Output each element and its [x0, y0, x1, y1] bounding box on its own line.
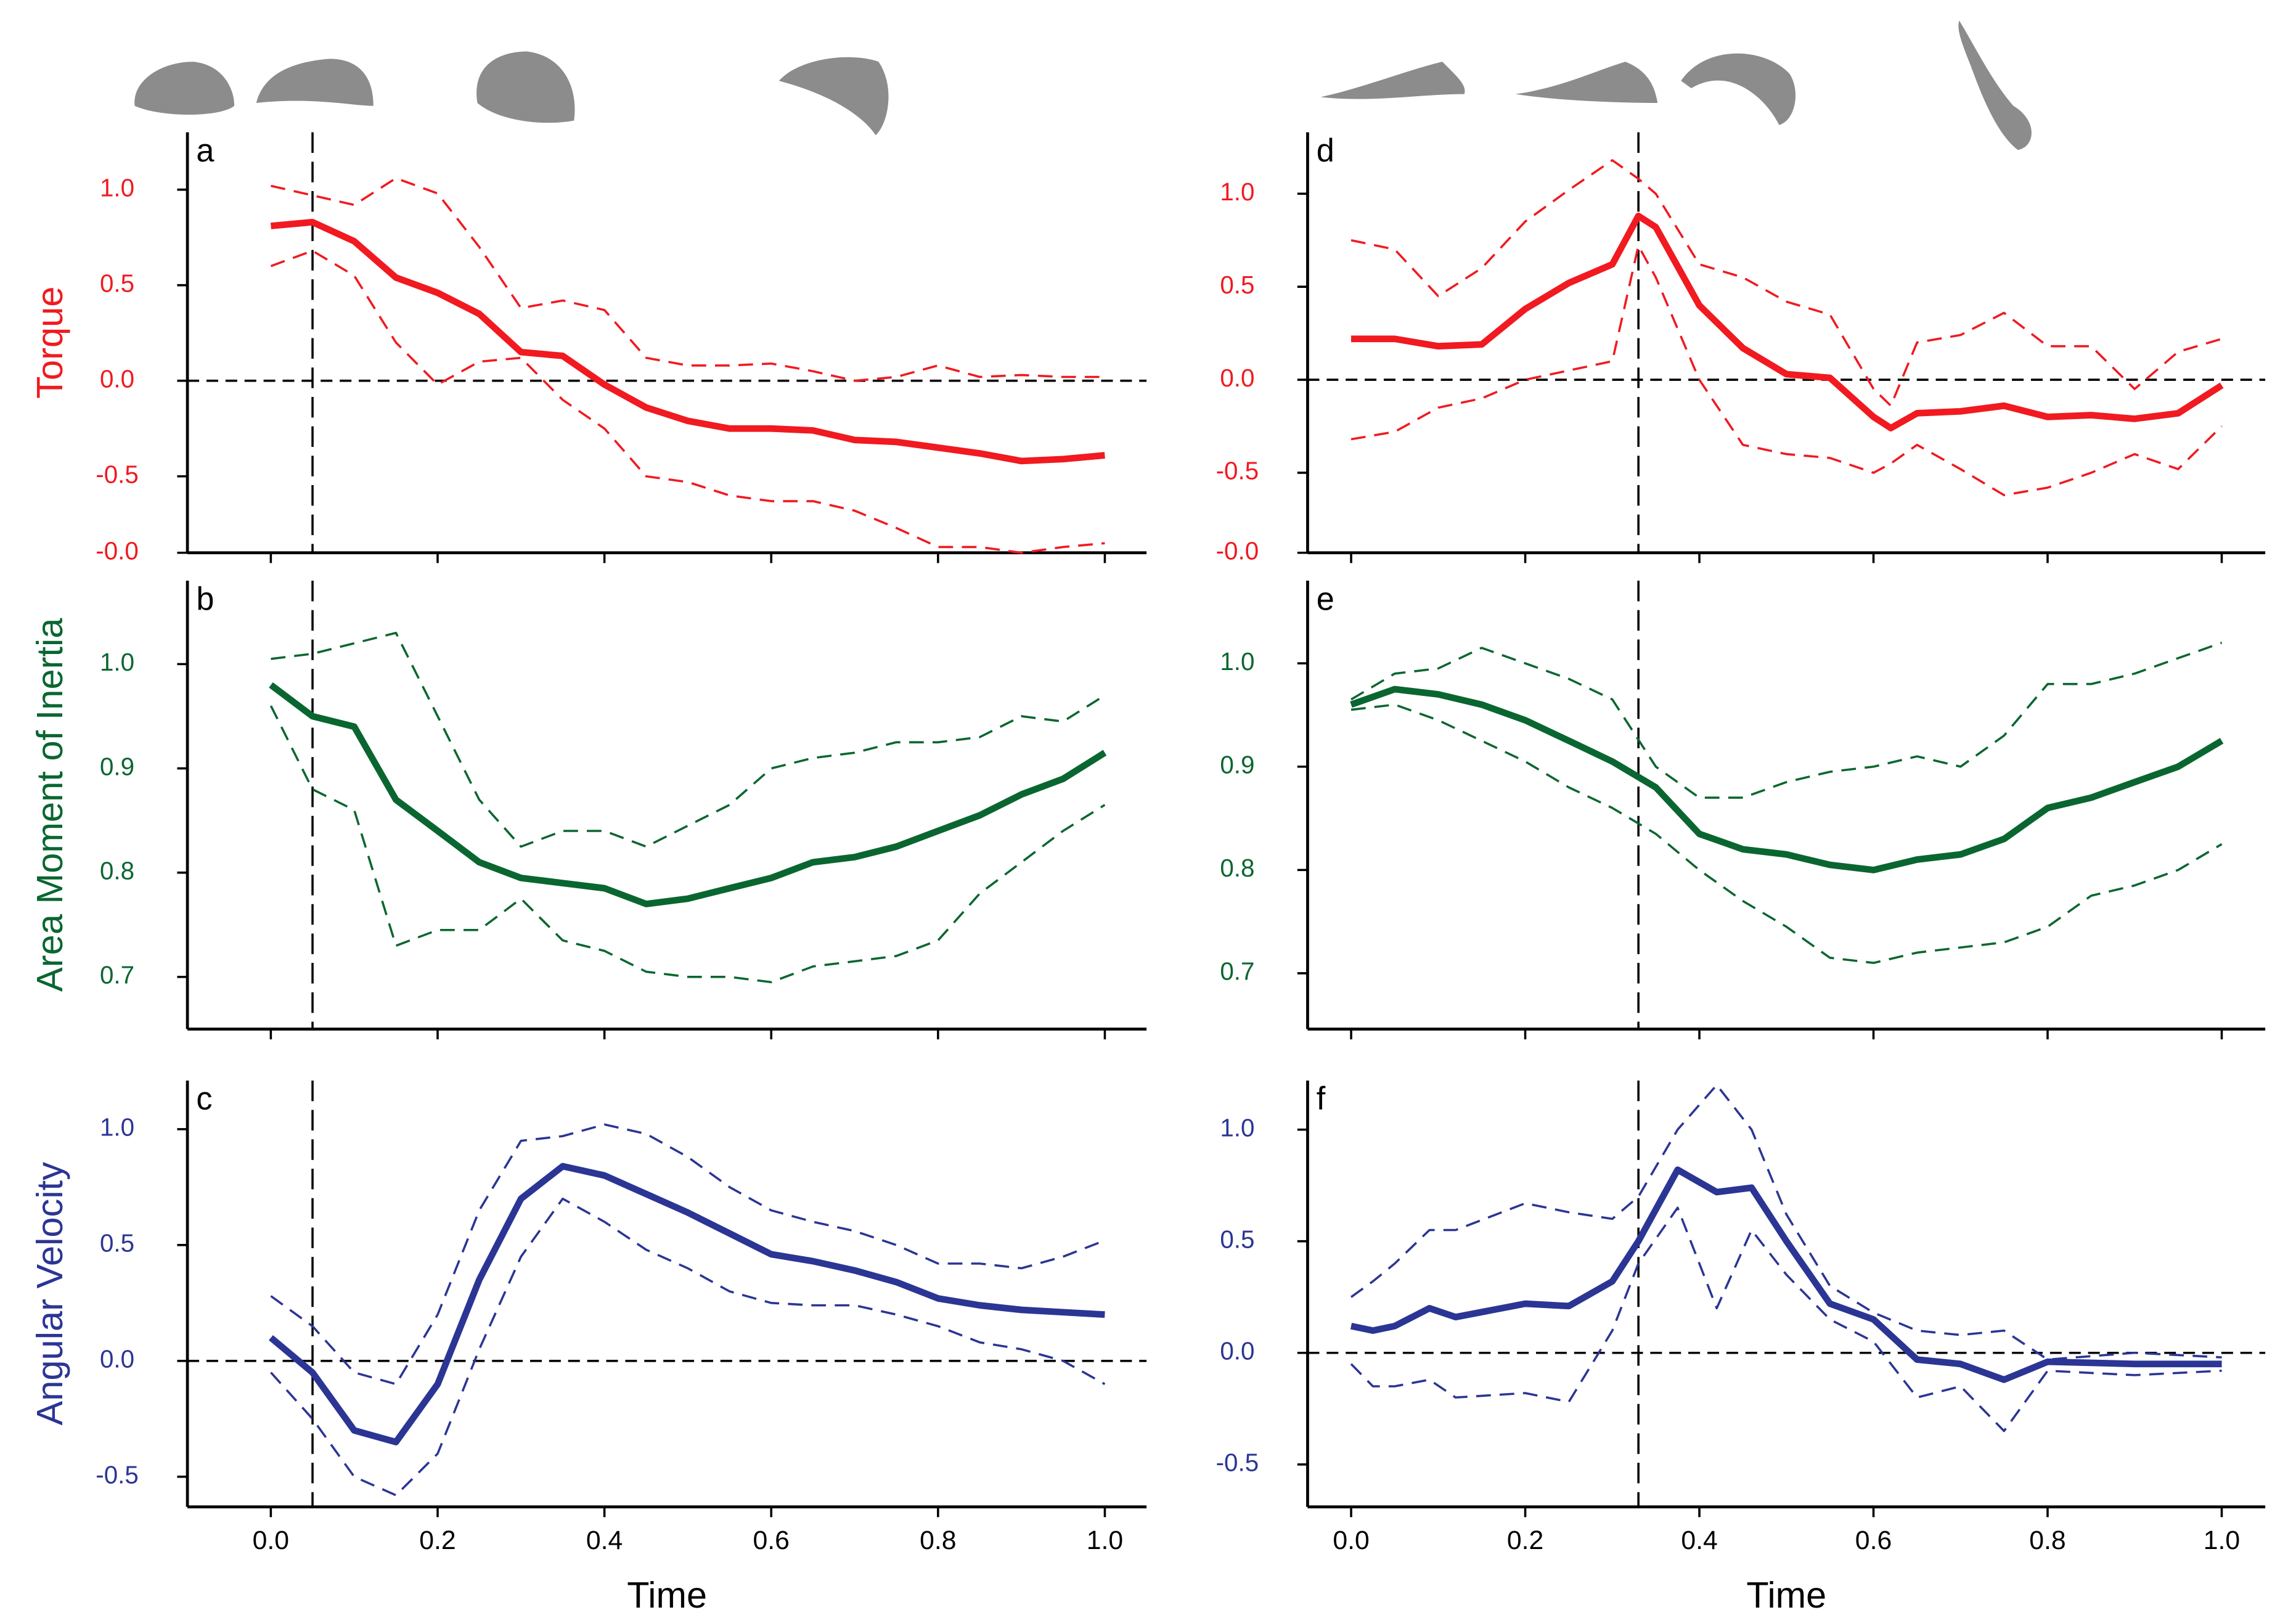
y-tick-label: 0.5 [1220, 1225, 1254, 1253]
y-tick-label: 0.8 [1220, 854, 1254, 882]
y-tick-label: -0.5 [96, 1460, 139, 1489]
x-tick-label: 1.0 [1087, 1526, 1123, 1555]
data-line [271, 177, 1105, 382]
data-line [1350, 1166, 2222, 1383]
y-tick-label: 0.7 [1220, 957, 1254, 986]
y-tick-label: 0.7 [100, 961, 134, 989]
x-tick-label: 0.0 [1333, 1526, 1369, 1555]
data-line [1350, 1084, 2222, 1361]
y-tick-label: 0.5 [1220, 271, 1254, 299]
data-line [271, 631, 1106, 848]
data-line [1350, 1206, 2222, 1433]
panel-label: a [196, 133, 214, 169]
y-tick-label: 0.0 [100, 364, 134, 393]
data-line [1350, 703, 2223, 964]
x-tick-label: 0.6 [1855, 1526, 1892, 1555]
data-line [269, 705, 1106, 984]
y-tick-label: -0.5 [1216, 1448, 1259, 1476]
data-line [271, 219, 1105, 465]
x-tick-label: 1.0 [2204, 1526, 2240, 1555]
silhouette [1320, 62, 1465, 99]
data-line [1350, 642, 2223, 799]
silhouette [1681, 53, 1796, 125]
x-tick-label: 0.8 [2029, 1526, 2065, 1555]
y-tick-label: 1.0 [1220, 647, 1254, 676]
data-line [1350, 159, 2223, 407]
y-tick-label: 1.0 [100, 173, 134, 202]
y-tick-label: 1.0 [1220, 178, 1254, 206]
y-tick-label: 0.5 [100, 1228, 134, 1257]
y-axis-label: Angular Velocity [29, 1162, 70, 1426]
data-line [1351, 212, 2224, 431]
x-tick-label: 0.4 [586, 1526, 623, 1555]
panel-label: c [196, 1081, 212, 1117]
silhouette [1958, 20, 2032, 150]
y-tick-label: -0.5 [96, 460, 139, 488]
y-tick-label: 1.0 [100, 1113, 134, 1142]
y-tick-label: -0.5 [1216, 457, 1259, 485]
y-tick-label: 1.0 [100, 648, 134, 676]
y-tick-label: 0.9 [100, 752, 134, 780]
x-tick-label: 0.0 [253, 1526, 289, 1555]
silhouette [476, 51, 575, 123]
data-line [1350, 244, 2223, 497]
data-line [269, 1163, 1105, 1445]
x-tick-label: 0.8 [920, 1526, 956, 1555]
data-line [269, 682, 1107, 907]
silhouette [778, 57, 889, 136]
y-axis-label: Area Moment of Inertia [29, 618, 70, 992]
y-tick-label: 0.0 [1220, 1336, 1254, 1365]
x-tick-label: 0.6 [753, 1526, 790, 1555]
x-tick-label: 0.2 [1507, 1526, 1543, 1555]
panel-label: b [196, 581, 214, 617]
x-tick-label: 0.4 [1681, 1526, 1717, 1555]
silhouette [134, 62, 235, 115]
y-tick-label: -0.0 [1216, 536, 1259, 565]
y-axis-label: Torque [29, 287, 70, 399]
y-tick-label: 0.8 [100, 856, 134, 885]
data-line [1350, 685, 2224, 873]
y-tick-label: 0.9 [1220, 750, 1254, 779]
data-line [270, 1197, 1106, 1497]
y-tick-label: 0.5 [100, 269, 134, 297]
y-tick-label: -0.0 [96, 536, 139, 565]
y-tick-label: 0.0 [1220, 364, 1254, 392]
data-line [270, 250, 1105, 554]
panel-label: d [1317, 133, 1334, 169]
data-line [270, 1123, 1106, 1386]
x-tick-label: 0.2 [419, 1526, 456, 1555]
silhouette [256, 59, 374, 106]
y-tick-label: 0.0 [100, 1344, 134, 1373]
panel-label: f [1317, 1081, 1326, 1117]
silhouettes [134, 20, 2032, 150]
silhouette [1515, 62, 1658, 103]
panel-label: e [1317, 581, 1334, 617]
x-axis-label: Time [1746, 1574, 1826, 1616]
x-axis-label: Time [627, 1574, 707, 1616]
y-tick-label: 1.0 [1220, 1113, 1254, 1142]
